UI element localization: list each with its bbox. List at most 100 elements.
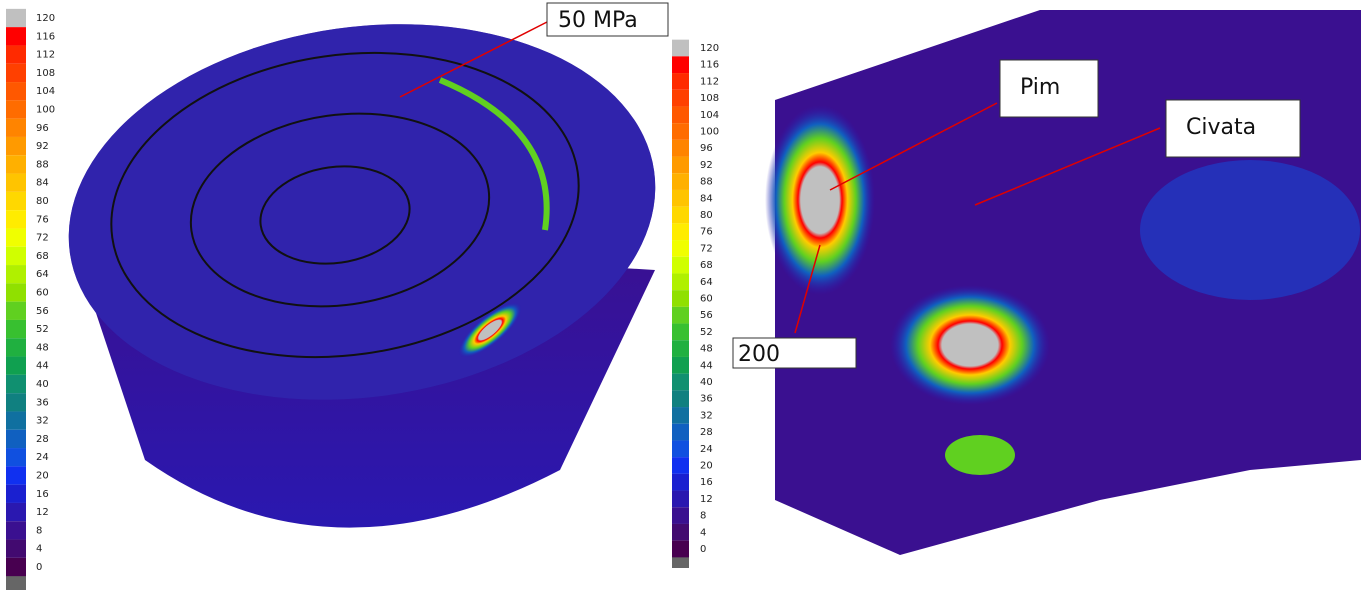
legend-swatch [6, 82, 26, 100]
legend-label: 68 [700, 260, 713, 271]
legend-swatch [6, 155, 26, 173]
legend-label: 120 [700, 43, 719, 54]
legend-label: 100 [36, 105, 55, 116]
legend-swatch [6, 393, 26, 411]
legend-swatch [6, 100, 26, 118]
legend-label: 36 [700, 394, 713, 405]
legend-swatch [672, 223, 689, 240]
legend-swatch [6, 119, 26, 137]
legend-label: 24 [700, 444, 713, 455]
legend-swatch [672, 507, 689, 524]
legend-label: 64 [700, 277, 713, 288]
legend-swatch [6, 558, 26, 576]
legend-swatch [672, 491, 689, 508]
legend-swatch [672, 56, 689, 73]
annotation: 50 MPa [558, 8, 638, 33]
legend-swatch [6, 283, 26, 301]
legend-label: 52 [700, 327, 713, 338]
legend-label: 24 [36, 452, 49, 463]
legend-label: 76 [36, 214, 49, 225]
legend-swatch [6, 302, 26, 320]
legend-swatch [672, 173, 689, 190]
legend-swatch [672, 524, 689, 541]
legend-swatch [6, 503, 26, 521]
legend-swatch [6, 137, 26, 155]
legend-label: 56 [36, 306, 49, 317]
legend-label: 48 [700, 344, 713, 355]
legend-swatch [6, 228, 26, 246]
legend-swatch [672, 40, 689, 57]
legend-label: 0 [36, 562, 42, 573]
legend-swatch [672, 290, 689, 307]
legend-swatch [6, 521, 26, 539]
legend-label: 12 [700, 494, 713, 505]
legend-label: 112 [36, 50, 55, 61]
legend-label: 96 [700, 143, 713, 154]
legend-label: 52 [36, 324, 49, 335]
legend-swatch [672, 407, 689, 424]
legend-swatch [672, 240, 689, 257]
legend-swatch [672, 157, 689, 174]
legend-swatch [672, 307, 689, 324]
legend-label: 40 [700, 377, 713, 388]
legend-label: 92 [36, 141, 49, 152]
legend-swatch [6, 45, 26, 63]
legend-label: 8 [700, 511, 706, 522]
legend-label: 72 [700, 243, 713, 254]
legend-swatch [672, 324, 689, 341]
legend-swatch [6, 265, 26, 283]
legend-swatch [672, 424, 689, 441]
legend-swatch [672, 457, 689, 474]
legend-swatch [672, 541, 689, 558]
legend-label: 8 [36, 525, 42, 536]
legend-swatch [672, 257, 689, 274]
legend-label: 4 [36, 544, 42, 555]
legend-swatch [6, 338, 26, 356]
legend-swatch [672, 123, 689, 140]
legend-swatch [672, 140, 689, 157]
legend-swatch [6, 540, 26, 558]
legend-label: 84 [36, 178, 49, 189]
legend-swatch [6, 411, 26, 429]
legend-label: 36 [36, 397, 49, 408]
legend-label: 32 [700, 410, 713, 421]
legend-label: 80 [700, 210, 713, 221]
legend-swatch [6, 174, 26, 192]
legend-label: 116 [36, 31, 55, 42]
legend-label: 104 [700, 110, 719, 121]
legend-label: 16 [36, 489, 49, 500]
legend-swatch [672, 106, 689, 123]
legend-swatch [672, 340, 689, 357]
legend-label: 108 [36, 68, 55, 79]
legend-swatch [672, 474, 689, 491]
legend-label: 48 [36, 342, 49, 353]
legend-label: 60 [36, 288, 49, 299]
legend-label: 60 [700, 294, 713, 305]
legend-label: 68 [36, 251, 49, 262]
legend-swatch [6, 27, 26, 45]
legend-label: 116 [700, 60, 719, 71]
legend-label: 28 [36, 434, 49, 445]
legend-label: 80 [36, 196, 49, 207]
annotation: Pim [1020, 75, 1060, 100]
legend-label: 88 [700, 177, 713, 188]
legend-swatch [672, 273, 689, 290]
legend-swatch [6, 375, 26, 393]
screenshot: 50 MPa Pim Civata 200 120116112108104100… [0, 0, 1361, 595]
legend-label: 12 [36, 507, 49, 518]
legend-label: 0 [700, 544, 706, 555]
legend-label: 84 [700, 193, 713, 204]
legend-label: 72 [36, 233, 49, 244]
legend-swatch [672, 357, 689, 374]
legend-label: 112 [700, 76, 719, 87]
legend-label: 20 [700, 461, 713, 472]
legend-swatch [6, 210, 26, 228]
legend-swatch [6, 247, 26, 265]
legend-swatch [6, 466, 26, 484]
legend-label: 16 [700, 477, 713, 488]
legend-swatch [6, 430, 26, 448]
legend-swatch [672, 374, 689, 391]
legend-label: 64 [36, 269, 49, 280]
legend-label: 20 [36, 471, 49, 482]
legend-swatch [6, 357, 26, 375]
